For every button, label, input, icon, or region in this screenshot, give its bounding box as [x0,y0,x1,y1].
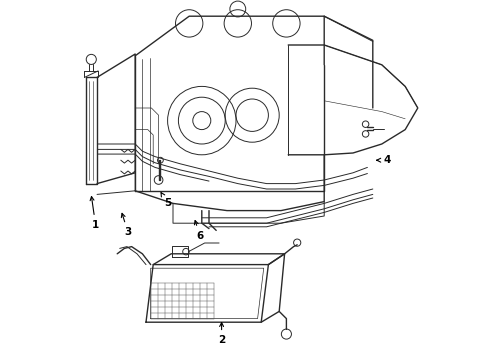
Text: 6: 6 [195,221,204,241]
Text: 5: 5 [161,193,171,208]
Text: 1: 1 [90,197,99,230]
Text: 3: 3 [122,213,132,237]
Text: 4: 4 [377,155,391,165]
Text: 2: 2 [218,323,225,345]
